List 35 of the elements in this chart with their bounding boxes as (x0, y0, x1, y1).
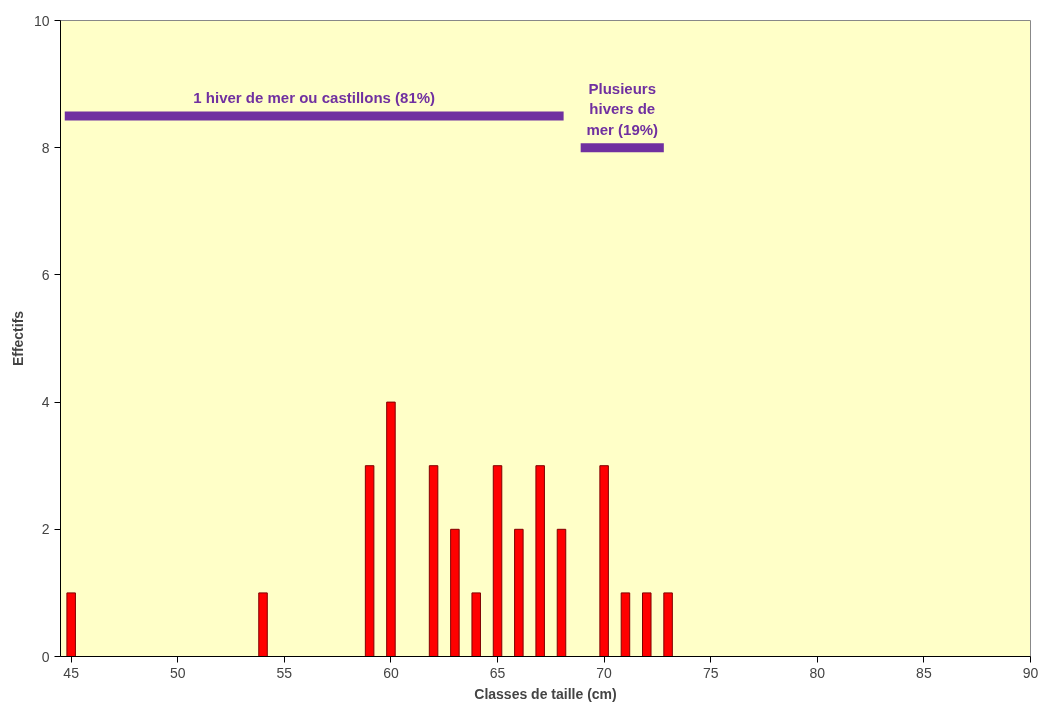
x-tick-label: 65 (489, 664, 506, 681)
x-tick-label: 75 (702, 664, 719, 681)
x-tick-label: 80 (809, 664, 826, 681)
x-tick-label: 55 (276, 664, 293, 681)
bar (492, 465, 503, 657)
bar (428, 465, 439, 657)
y-tick-label: 2 (41, 521, 50, 538)
x-tick-label: 45 (63, 664, 80, 681)
bar (663, 592, 673, 657)
bar (599, 465, 609, 657)
x-tick-label: 70 (596, 664, 613, 681)
x-tick-label: 85 (916, 664, 932, 681)
y-tick-label: 0 (41, 648, 50, 665)
bar (386, 401, 396, 657)
y-axis-title: Effectifs (9, 310, 26, 367)
bar (535, 465, 545, 657)
series-label: Plusieurs hivers de mer (19%) (586, 79, 659, 138)
bar (514, 528, 524, 657)
x-tick-label: 60 (383, 664, 399, 681)
bar (556, 528, 567, 657)
y-tick-label: 10 (33, 12, 50, 29)
x-tick-label: 50 (169, 664, 186, 681)
bar (642, 592, 652, 657)
y-tick-label: 6 (41, 266, 50, 283)
bar (471, 592, 481, 657)
bar (450, 528, 460, 657)
x-tick-label: 90 (1022, 664, 1039, 681)
bar (620, 592, 631, 657)
x-axis-title: Classes de taille (cm) (474, 685, 617, 702)
y-tick-label: 8 (41, 139, 50, 156)
bar (364, 465, 375, 657)
series-label: 1 hiver de mer ou castillons (81%) (193, 88, 436, 106)
bar (66, 592, 76, 657)
y-tick-label: 4 (41, 394, 50, 411)
bar (258, 592, 268, 657)
